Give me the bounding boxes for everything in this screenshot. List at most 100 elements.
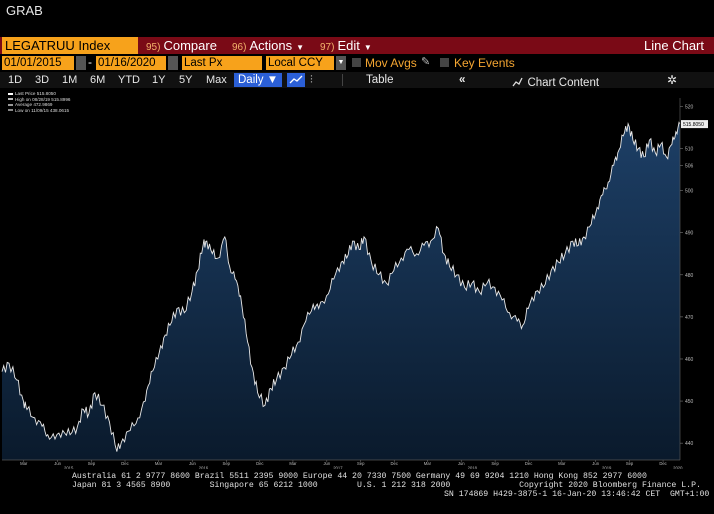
range-ytd[interactable]: YTD <box>118 74 140 86</box>
price-chart[interactable]: 440 450 460 470 480 490 500 506 510 520 515.8050 M… <box>0 90 714 470</box>
mov-avgs-checkbox[interactable] <box>352 58 361 67</box>
actions-menu-number: 96) <box>232 42 247 53</box>
x-year-label: 2015 <box>64 466 74 471</box>
footer-contacts-line-2: Japan 81 3 4565 8900 Singapore 65 6212 1… <box>72 481 701 490</box>
range-3d[interactable]: 3D <box>35 74 50 86</box>
x-month-label: Mar <box>20 461 28 466</box>
period-select[interactable]: Daily ▼ <box>234 73 282 87</box>
chart-content-icon <box>512 77 523 87</box>
chart-legend: Last Price 515.8050 High on 08/28/19 515… <box>8 91 70 113</box>
legend-value: 438.0615 <box>49 107 70 113</box>
legend-label: Last Price <box>15 91 36 96</box>
x-month-label: Sep <box>223 461 231 466</box>
y-tick-label: 470 <box>685 315 694 321</box>
y-tick-label: 460 <box>685 357 694 363</box>
x-year-label: 2019 <box>602 466 612 471</box>
y-tick-label: 440 <box>685 441 694 447</box>
edit-label: Edit <box>337 38 360 53</box>
compare-menu[interactable]: 95) Compare <box>146 37 217 54</box>
start-date-field[interactable]: 01/01/2015 <box>2 56 74 70</box>
edit-menu-number: 97) <box>320 42 335 53</box>
legend-swatch <box>8 109 13 112</box>
footer: Australia 61 2 9777 8600 Brazil 5511 239… <box>0 469 714 514</box>
range-1d[interactable]: 1D <box>8 74 23 86</box>
key-events-label[interactable]: Key Events <box>454 56 515 70</box>
gear-icon[interactable]: ✲ <box>667 73 678 87</box>
y-tick-label: 500 <box>685 189 694 195</box>
key-events-checkbox[interactable] <box>440 58 449 67</box>
date-separator: - <box>88 55 92 69</box>
compare-menu-number: 95) <box>146 42 161 53</box>
chevron-down-icon: ▼ <box>296 43 305 52</box>
chart-content-button[interactable]: Chart Content <box>512 73 599 91</box>
line-chart-type-icon[interactable] <box>287 73 305 87</box>
x-month-label: Sep <box>491 461 499 466</box>
footer-session-info: SN 174869 H429-3875-1 16-Jan-20 13:46:42… <box>444 490 710 499</box>
calendar-icon[interactable] <box>76 56 86 70</box>
price-area <box>2 122 680 460</box>
x-month-label: Dec <box>390 461 397 466</box>
last-value-label: 515.8050 <box>683 122 704 128</box>
chevron-down-icon: ▼ <box>363 43 372 52</box>
range-1y[interactable]: 1Y <box>152 74 166 86</box>
x-year-label: 2017 <box>333 466 343 471</box>
range-bar <box>0 72 714 88</box>
mov-avgs-label[interactable]: Mov Avgs <box>365 56 417 70</box>
y-tick-label: 480 <box>685 273 694 279</box>
legend-swatch <box>8 103 13 106</box>
last-value-badge <box>681 120 708 129</box>
edit-menu[interactable]: 97) Edit ▼ <box>320 37 372 54</box>
x-month-label: Jun <box>54 461 61 466</box>
x-month-label: Jun <box>323 461 330 466</box>
x-month-label: Mar <box>424 461 432 466</box>
range-6m[interactable]: 6M <box>90 74 106 86</box>
x-month-label: Sep <box>88 461 96 466</box>
range-max[interactable]: Max <box>206 74 227 86</box>
line-chart-icon-graphic <box>289 75 303 84</box>
legend-label: Low on 11/09/15 <box>15 107 49 113</box>
legend-entry: Average 472.9869 <box>8 102 70 108</box>
x-month-label: Mar <box>558 461 566 466</box>
legend-label: Average <box>15 102 33 107</box>
x-month-label: Mar <box>289 461 297 466</box>
chart-content-label: Chart Content <box>527 77 600 89</box>
y-tick-label: 520 <box>685 104 694 110</box>
currency-dropdown-icon[interactable]: ▼ <box>336 56 346 70</box>
legend-value: 515.8050 <box>36 91 56 96</box>
divider <box>342 74 343 86</box>
calendar-icon[interactable] <box>168 56 178 70</box>
table-button[interactable]: Table <box>366 74 394 86</box>
actions-label: Actions <box>249 38 293 53</box>
legend-entry: Last Price 515.8050 <box>8 91 70 97</box>
currency-select[interactable]: Local CCY <box>266 56 334 70</box>
price-field-select[interactable]: Last Px <box>182 56 262 70</box>
x-year-label: 2016 <box>199 466 209 471</box>
x-year-label: 2020 <box>673 466 683 471</box>
collapse-icon[interactable]: « <box>459 74 466 86</box>
bar-chart-type-icon[interactable]: ⫶ <box>310 74 313 86</box>
legend-entry: Low on 11/09/15 438.0615 <box>8 108 70 114</box>
compare-label: Compare <box>163 38 217 53</box>
legend-label: High on 08/28/19 <box>15 96 50 102</box>
y-tick-label: 506 <box>685 163 694 169</box>
ticker-field[interactable]: LEGATRUU Index <box>2 37 138 54</box>
price-line <box>1 121 681 452</box>
range-5y[interactable]: 5Y <box>179 74 193 86</box>
pencil-icon[interactable]: ✎ <box>421 56 431 68</box>
legend-swatch <box>8 98 13 101</box>
x-month-label: Sep <box>626 461 634 466</box>
y-tick-label: 490 <box>685 231 694 237</box>
x-month-label: Dec <box>256 461 263 466</box>
x-month-label: Dec <box>121 461 128 466</box>
x-month-label: Jun <box>189 461 196 466</box>
footer-contacts-line-1: Australia 61 2 9777 8600 Brazil 5511 239… <box>72 472 647 481</box>
x-year-label: 2018 <box>468 466 478 471</box>
actions-menu[interactable]: 96) Actions ▼ <box>232 37 304 54</box>
window-title: GRAB <box>6 3 43 18</box>
command-bar <box>0 37 714 54</box>
end-date-field[interactable]: 01/16/2020 <box>96 56 166 70</box>
chart-view-title: Line Chart <box>644 38 704 53</box>
legend-value: 515.8996 <box>51 96 71 102</box>
range-1m[interactable]: 1M <box>62 74 78 86</box>
y-tick-label: 510 <box>685 147 694 153</box>
